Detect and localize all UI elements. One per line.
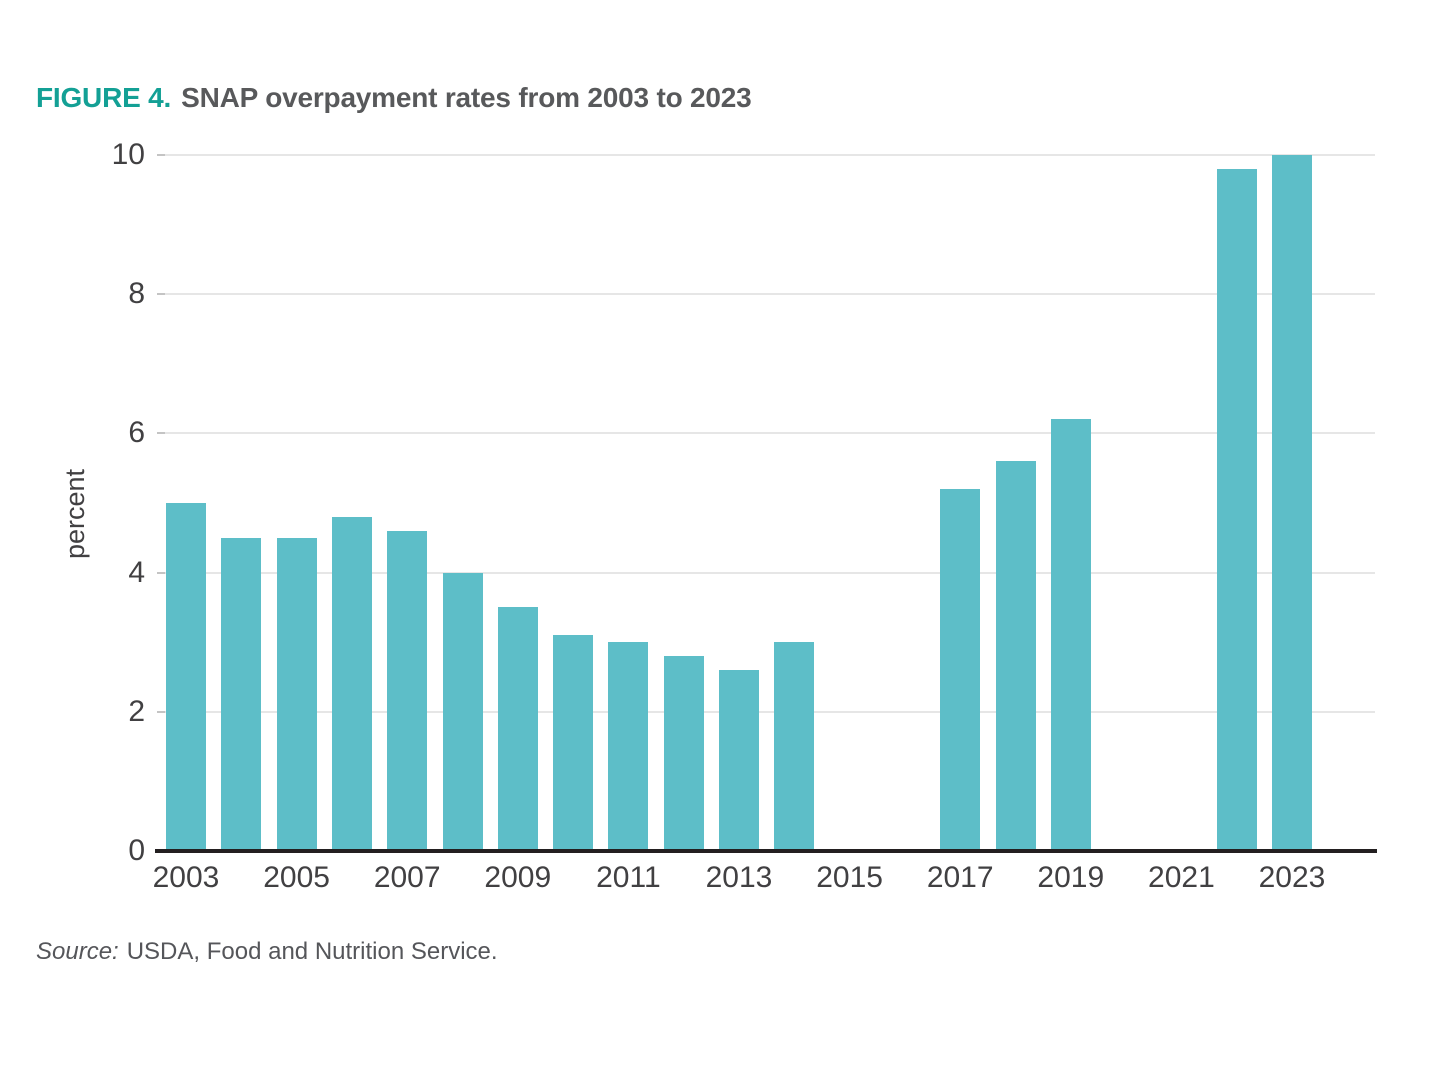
y-tick-label-0: 0 xyxy=(128,834,145,867)
bar-2010 xyxy=(553,635,594,851)
bar-2004 xyxy=(221,537,262,851)
y-tick-label-2: 2 xyxy=(128,694,145,728)
x-tick-label-2009: 2009 xyxy=(484,861,552,894)
x-tick-label-2017: 2017 xyxy=(926,861,994,894)
bar-2013 xyxy=(719,670,759,851)
gridline-6 xyxy=(157,432,1375,435)
x-tick-label-2011: 2011 xyxy=(596,861,661,894)
bar-2007 xyxy=(387,530,428,851)
bar-2012 xyxy=(663,656,704,851)
gridline-4 xyxy=(157,571,1375,574)
bar-2019 xyxy=(1050,419,1091,851)
source-line: Source: USDA, Food and Nutrition Service. xyxy=(36,938,498,966)
bar-2009 xyxy=(497,607,538,851)
y-tick-6 xyxy=(157,432,165,435)
figure-title-text: SNAP overpayment rates from 2003 to 2023 xyxy=(181,82,752,113)
bar-2006 xyxy=(331,516,372,851)
figure-number-label: FIGURE 4. xyxy=(36,82,172,113)
x-tick-label-2003: 2003 xyxy=(152,861,220,894)
x-tick-label-2015: 2015 xyxy=(816,861,883,894)
source-text: USDA, Food and Nutrition Service. xyxy=(126,938,498,965)
bar-2008 xyxy=(442,572,483,851)
bar-2023 xyxy=(1272,155,1312,851)
y-tick-10 xyxy=(157,154,165,156)
x-tick-label-2007: 2007 xyxy=(373,861,441,894)
y-axis-labels: 0 2 4 6 8 10 xyxy=(55,0,145,1072)
x-tick-label-2005: 2005 xyxy=(263,861,330,894)
y-tick-label-8: 8 xyxy=(128,277,145,311)
plot-area xyxy=(155,154,1377,853)
source-prefix: Source: xyxy=(36,938,119,965)
bar-2018 xyxy=(995,461,1036,851)
x-tick-label-2019: 2019 xyxy=(1037,861,1105,894)
bar-2011 xyxy=(608,642,649,851)
x-axis-line xyxy=(155,849,1377,853)
gridline-10 xyxy=(157,154,1375,156)
bar-2014 xyxy=(774,642,815,851)
x-tick-label-2021: 2021 xyxy=(1148,861,1215,894)
y-tick-label-6: 6 xyxy=(128,416,145,450)
gridline-8 xyxy=(157,293,1375,296)
y-tick-2 xyxy=(157,710,165,713)
x-tick-label-2023: 2023 xyxy=(1258,861,1326,894)
x-tick-label-2013: 2013 xyxy=(705,861,773,894)
y-tick-label-4: 4 xyxy=(128,555,145,589)
bar-2022 xyxy=(1216,168,1257,851)
figure-title: FIGURE 4. SNAP overpayment rates from 200… xyxy=(36,82,752,114)
bar-2005 xyxy=(276,537,317,851)
gridline-2 xyxy=(157,710,1375,713)
bar-2017 xyxy=(940,489,981,851)
bar-2003 xyxy=(166,503,206,851)
y-tick-4 xyxy=(157,571,165,574)
y-tick-label-10: 10 xyxy=(111,138,145,171)
y-tick-8 xyxy=(157,293,165,296)
